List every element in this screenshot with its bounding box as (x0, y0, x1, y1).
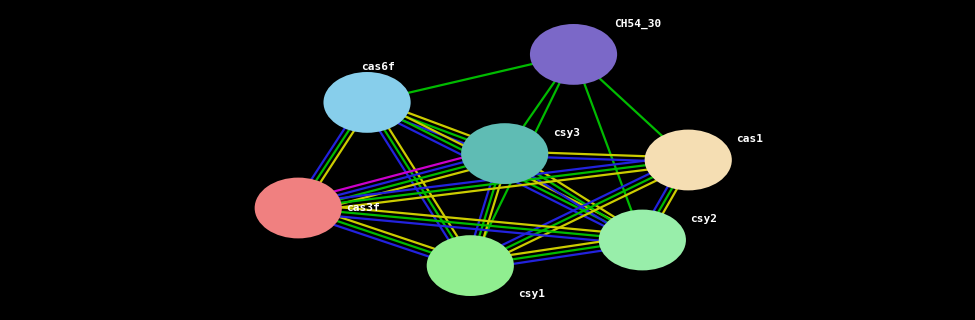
Ellipse shape (324, 72, 410, 133)
Text: cas3f: cas3f (346, 203, 380, 213)
Text: csy1: csy1 (519, 289, 545, 300)
Text: cas1: cas1 (736, 134, 763, 144)
Ellipse shape (530, 24, 617, 85)
Text: csy3: csy3 (553, 128, 580, 138)
Text: CH54_30: CH54_30 (613, 19, 661, 29)
Ellipse shape (427, 235, 514, 296)
Text: cas6f: cas6f (362, 62, 395, 72)
Text: csy2: csy2 (690, 214, 718, 224)
Ellipse shape (461, 123, 548, 184)
Ellipse shape (254, 178, 342, 238)
Ellipse shape (644, 130, 732, 190)
Ellipse shape (599, 210, 686, 270)
